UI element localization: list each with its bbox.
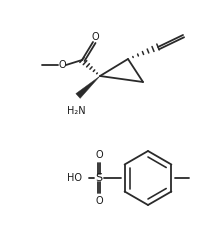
Text: S: S — [95, 173, 103, 183]
Text: H₂N: H₂N — [67, 106, 85, 116]
Text: HO: HO — [67, 173, 82, 183]
Polygon shape — [76, 76, 100, 98]
Text: O: O — [95, 150, 103, 160]
Text: O: O — [95, 196, 103, 206]
Text: O: O — [58, 60, 66, 70]
Text: O: O — [91, 32, 99, 42]
